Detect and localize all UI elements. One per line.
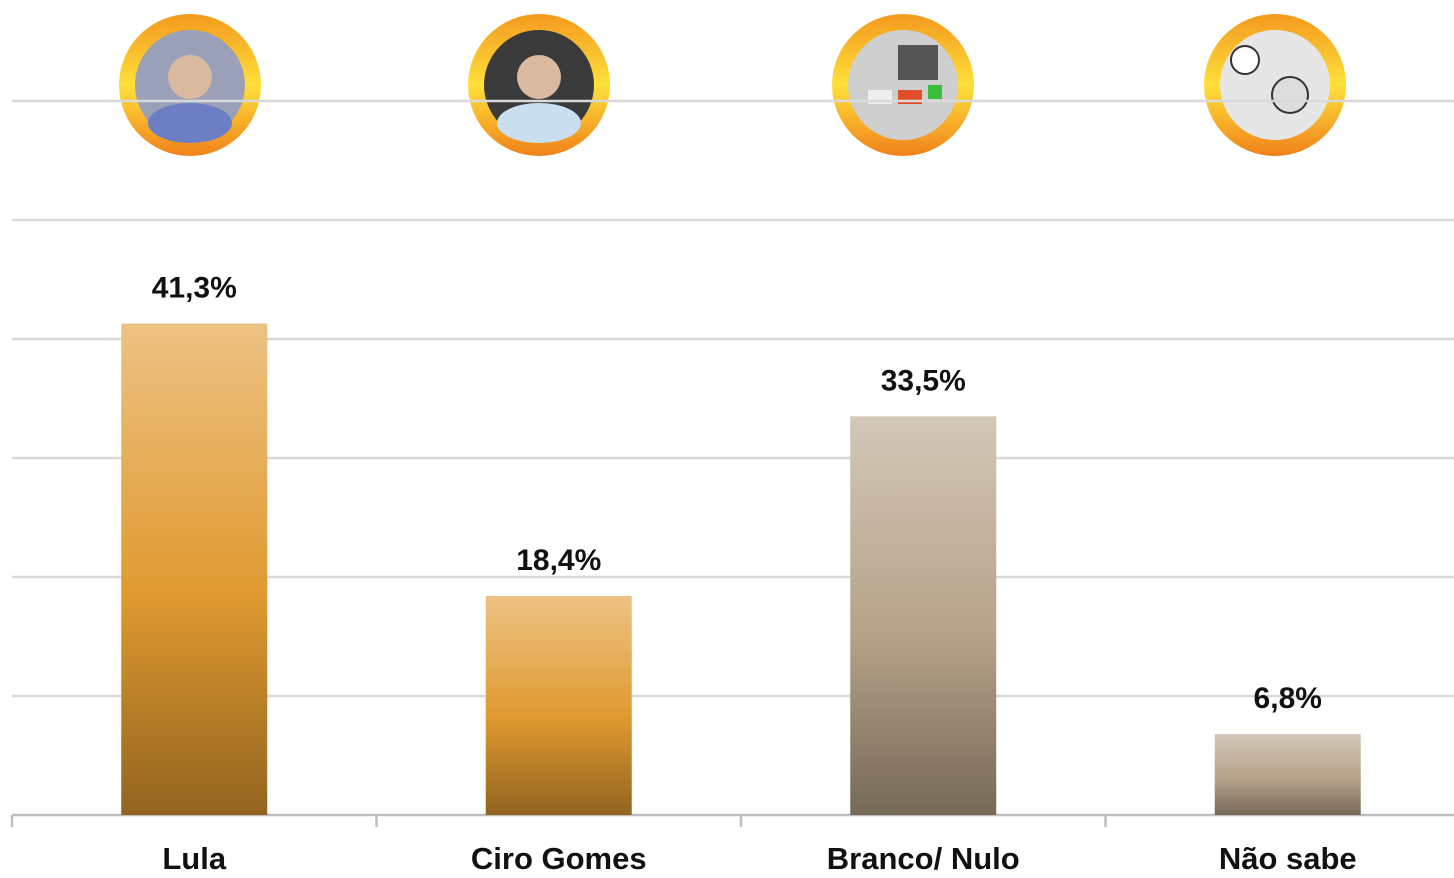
x-tick-label: Não sabe [1219,841,1357,876]
bar [1214,734,1361,815]
icon [468,14,610,156]
bar [850,416,997,815]
x-tick-label: Branco/ Nulo [827,841,1020,876]
x-tick-label: Ciro Gomes [471,841,647,876]
x-tick-label: Lula [162,841,226,876]
value-label: 6,8% [1254,682,1322,715]
value-label: 41,3% [152,271,237,304]
value-label: 33,5% [881,364,966,397]
bar [121,323,268,815]
icon [119,14,261,156]
icon [1204,14,1346,156]
bar [485,596,632,815]
value-label: 18,4% [516,544,601,577]
icon [832,14,974,156]
icons [119,14,1346,156]
